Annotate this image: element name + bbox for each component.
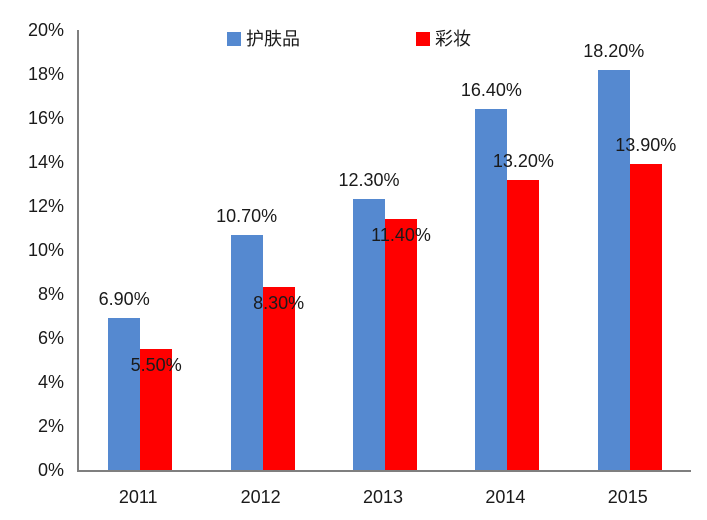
data-label-makeup-2011: 5.50% <box>130 355 182 375</box>
skincare-swatch-icon <box>227 32 241 46</box>
bar-skincare-2015 <box>597 69 630 470</box>
data-label-makeup-2012: 8.30% <box>253 293 305 314</box>
x-tick-2012: 2012 <box>240 487 281 507</box>
x-tick-2014: 2014 <box>485 487 526 507</box>
makeup-swatch-icon <box>416 32 430 46</box>
legend-label-makeup: 彩妆 <box>435 29 471 49</box>
data-label-makeup-2015: 13.90% <box>615 135 677 156</box>
y-tick-20pct: 20% <box>27 20 64 40</box>
legend-label-skincare: 护肤品 <box>246 29 300 49</box>
legend-item-skincare: 护肤品 <box>227 29 300 49</box>
y-tick-18pct: 18% <box>27 64 64 84</box>
y-tick-2pct: 2% <box>37 416 64 436</box>
y-tick-0pct: 0% <box>37 460 64 480</box>
plot-area: 6.90% 5.50% 10.70% 8.30% 12.30% 11.40% 16.40% 1… <box>77 30 691 472</box>
y-tick-14pct: 14% <box>27 152 64 172</box>
bar-makeup-2015 <box>629 164 662 470</box>
bar-makeup-2012 <box>262 287 295 470</box>
y-tick-12pct: 12% <box>27 196 64 216</box>
data-label-makeup-2014: 13.20% <box>492 150 554 171</box>
data-label-skincare-2015: 18.20% <box>583 40 645 61</box>
y-tick-6pct: 6% <box>37 328 64 348</box>
legend-item-makeup: 彩妆 <box>416 29 471 49</box>
bar-makeup-2011 <box>140 349 173 470</box>
data-label-skincare-2013: 12.30% <box>338 170 400 191</box>
data-label-skincare-2014: 16.40% <box>460 80 522 101</box>
x-tick-2015: 2015 <box>607 487 648 507</box>
bar-skincare-2011 <box>108 318 141 470</box>
y-tick-16pct: 16% <box>27 108 64 128</box>
data-label-skincare-2011: 6.90% <box>98 289 150 310</box>
y-tick-8pct: 8% <box>37 284 64 304</box>
y-tick-4pct: 4% <box>37 372 64 392</box>
bar-makeup-2013 <box>385 219 417 470</box>
bar-skincare-2014 <box>475 109 508 470</box>
data-label-skincare-2012: 10.70% <box>216 205 278 226</box>
bar-makeup-2014 <box>507 179 540 470</box>
y-tick-10pct: 10% <box>27 240 64 260</box>
data-label-makeup-2013: 11.40% <box>371 225 431 246</box>
bar-skincare-2012 <box>230 234 263 470</box>
x-tick-2011: 2011 <box>118 487 158 507</box>
bar-skincare-2013 <box>353 199 385 470</box>
x-tick-2013: 2013 <box>362 487 404 507</box>
